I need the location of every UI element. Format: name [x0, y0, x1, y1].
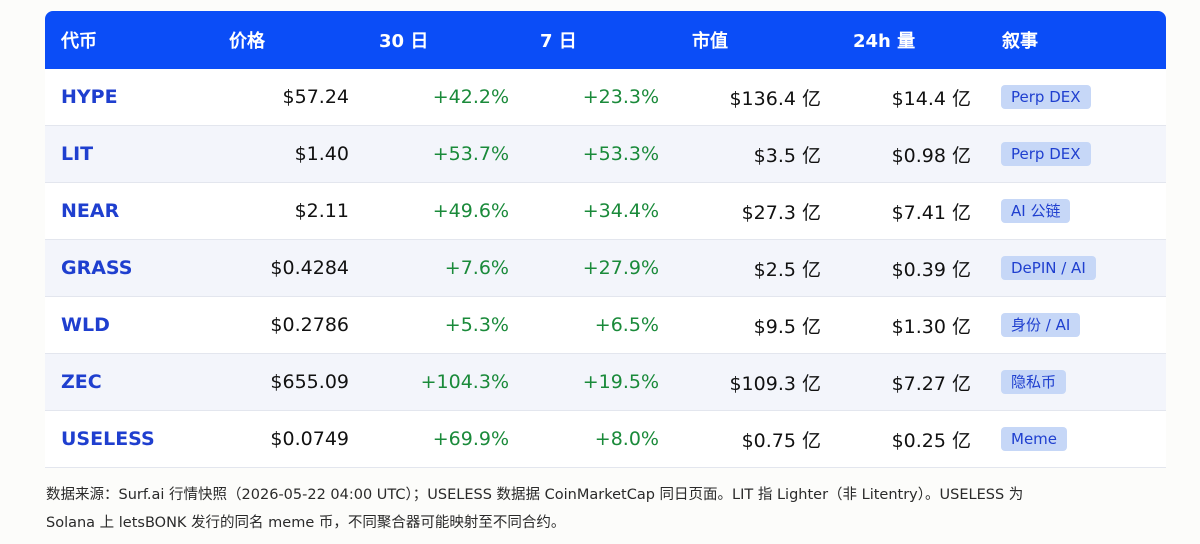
narrative-cell: AI 公链 [971, 183, 1166, 240]
volume-24h: $0.25 亿 [821, 411, 971, 468]
header-price[interactable]: 价格 [195, 11, 349, 69]
narrative-tag: Perp DEX [1001, 142, 1091, 166]
market-table-container: 代币 价格 30 日 7 日 市值 24h 量 叙事 HYPE $57.24 +… [45, 11, 1166, 468]
token-symbol[interactable]: ZEC [45, 354, 195, 411]
change-7d: +27.9% [509, 240, 659, 297]
header-symbol[interactable]: 代币 [45, 11, 195, 69]
change-30d: +7.6% [349, 240, 509, 297]
header-narrative[interactable]: 叙事 [971, 11, 1166, 69]
header-24h-volume[interactable]: 24h 量 [821, 11, 971, 69]
change-7d: +53.3% [509, 126, 659, 183]
volume-24h: $0.39 亿 [821, 240, 971, 297]
token-symbol[interactable]: GRASS [45, 240, 195, 297]
narrative-tag: DePIN / AI [1001, 256, 1096, 280]
table-header-row: 代币 价格 30 日 7 日 市值 24h 量 叙事 [45, 11, 1166, 69]
market-cap: $27.3 亿 [659, 183, 821, 240]
change-7d: +8.0% [509, 411, 659, 468]
token-symbol[interactable]: USELESS [45, 411, 195, 468]
table-row[interactable]: WLD $0.2786 +5.3% +6.5% $9.5 亿 $1.30 亿 身… [45, 297, 1166, 354]
narrative-cell: Perp DEX [971, 126, 1166, 183]
change-30d: +5.3% [349, 297, 509, 354]
change-30d: +49.6% [349, 183, 509, 240]
market-cap: $9.5 亿 [659, 297, 821, 354]
table-row[interactable]: HYPE $57.24 +42.2% +23.3% $136.4 亿 $14.4… [45, 69, 1166, 126]
market-cap: $3.5 亿 [659, 126, 821, 183]
narrative-tag: Meme [1001, 427, 1068, 451]
table-row[interactable]: LIT $1.40 +53.7% +53.3% $3.5 亿 $0.98 亿 P… [45, 126, 1166, 183]
change-30d: +53.7% [349, 126, 509, 183]
table-row[interactable]: ZEC $655.09 +104.3% +19.5% $109.3 亿 $7.2… [45, 354, 1166, 411]
market-cap: $0.75 亿 [659, 411, 821, 468]
narrative-tag: AI 公链 [1001, 199, 1071, 223]
market-table: 代币 价格 30 日 7 日 市值 24h 量 叙事 HYPE $57.24 +… [45, 11, 1166, 468]
header-7d[interactable]: 7 日 [509, 11, 659, 69]
token-price: $0.2786 [195, 297, 349, 354]
change-7d: +19.5% [509, 354, 659, 411]
header-mcap[interactable]: 市值 [659, 11, 821, 69]
change-7d: +6.5% [509, 297, 659, 354]
token-price: $0.0749 [195, 411, 349, 468]
narrative-tag: 身份 / AI [1001, 313, 1081, 337]
narrative-cell: DePIN / AI [971, 240, 1166, 297]
token-symbol[interactable]: HYPE [45, 69, 195, 126]
volume-24h: $1.30 亿 [821, 297, 971, 354]
token-price: $655.09 [195, 354, 349, 411]
market-cap: $2.5 亿 [659, 240, 821, 297]
volume-24h: $14.4 亿 [821, 69, 971, 126]
footnote-line-2: Solana 上 letsBONK 发行的同名 meme 币，不同聚合器可能映射… [46, 515, 566, 531]
change-30d: +69.9% [349, 411, 509, 468]
table-row[interactable]: NEAR $2.11 +49.6% +34.4% $27.3 亿 $7.41 亿… [45, 183, 1166, 240]
footnote-line-1: 数据来源：Surf.ai 行情快照（2026-05-22 04:00 UTC）；… [46, 487, 1024, 503]
change-7d: +34.4% [509, 183, 659, 240]
change-30d: +104.3% [349, 354, 509, 411]
narrative-cell: 身份 / AI [971, 297, 1166, 354]
change-7d: +23.3% [509, 69, 659, 126]
narrative-cell: 隐私币 [971, 354, 1166, 411]
narrative-cell: Perp DEX [971, 69, 1166, 126]
token-price: $0.4284 [195, 240, 349, 297]
token-price: $57.24 [195, 69, 349, 126]
market-cap: $109.3 亿 [659, 354, 821, 411]
volume-24h: $7.27 亿 [821, 354, 971, 411]
token-price: $2.11 [195, 183, 349, 240]
token-symbol[interactable]: LIT [45, 126, 195, 183]
narrative-cell: Meme [971, 411, 1166, 468]
narrative-tag: 隐私币 [1001, 370, 1067, 394]
token-symbol[interactable]: WLD [45, 297, 195, 354]
token-price: $1.40 [195, 126, 349, 183]
volume-24h: $7.41 亿 [821, 183, 971, 240]
token-symbol[interactable]: NEAR [45, 183, 195, 240]
table-row[interactable]: USELESS $0.0749 +69.9% +8.0% $0.75 亿 $0.… [45, 411, 1166, 468]
header-30d[interactable]: 30 日 [349, 11, 509, 69]
volume-24h: $0.98 亿 [821, 126, 971, 183]
change-30d: +42.2% [349, 69, 509, 126]
narrative-tag: Perp DEX [1001, 85, 1091, 109]
data-source-footnote: 数据来源：Surf.ai 行情快照（2026-05-22 04:00 UTC）；… [46, 481, 1166, 537]
table-row[interactable]: GRASS $0.4284 +7.6% +27.9% $2.5 亿 $0.39 … [45, 240, 1166, 297]
market-cap: $136.4 亿 [659, 69, 821, 126]
